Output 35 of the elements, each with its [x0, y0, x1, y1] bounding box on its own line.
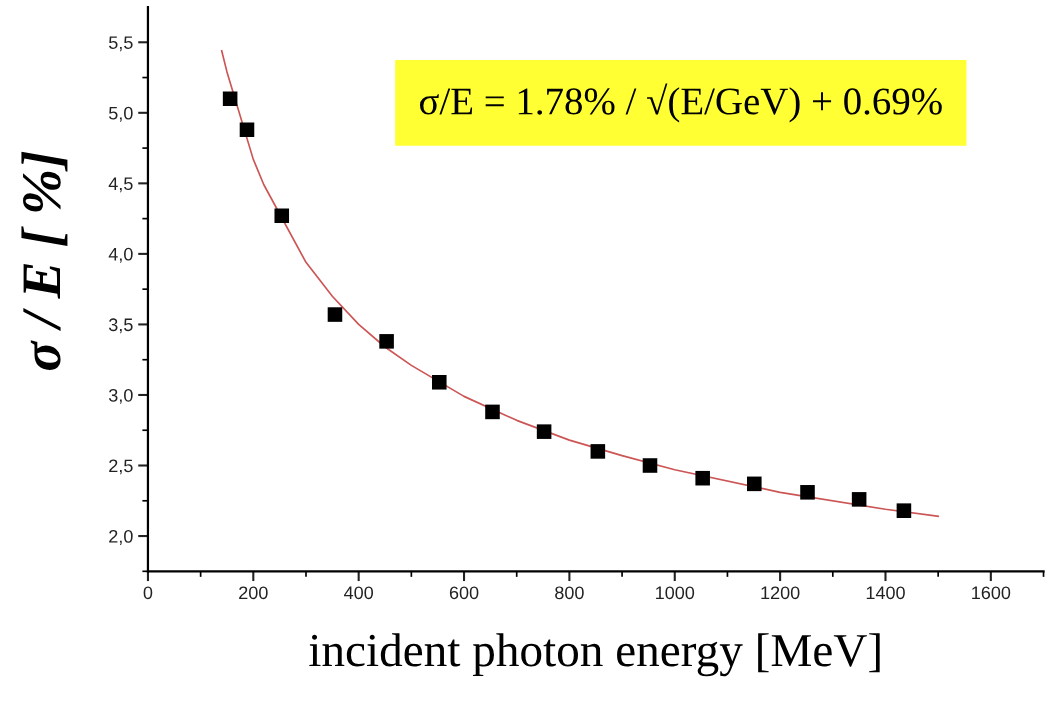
x-tick-label: 1200 [761, 586, 800, 600]
y-axis-title: σ / E [ %] [21, 151, 68, 370]
y-tick-label: 4,0 [108, 247, 133, 263]
y-tick-label: 2,0 [109, 529, 133, 545]
point [485, 404, 500, 420]
point [851, 492, 867, 507]
point [590, 444, 606, 459]
point [536, 424, 552, 439]
annotation: σ/E = 1.78% / √(E/GeV) + 0.69% [419, 83, 942, 123]
point [239, 122, 255, 138]
x-tick-label: 1000 [656, 586, 695, 600]
point [896, 503, 912, 518]
point [695, 470, 710, 486]
x-tick-label: 800 [555, 586, 584, 600]
point [379, 334, 394, 349]
x-tick-label: 1400 [866, 586, 905, 600]
x-tick-label: 600 [449, 586, 479, 600]
point [327, 307, 343, 322]
x-tick-label: 400 [344, 586, 374, 600]
point [747, 476, 762, 492]
y-tick-label: 5,0 [108, 106, 133, 122]
point [800, 485, 815, 500]
point [642, 458, 658, 473]
x-tick-label: 0 [143, 586, 153, 600]
x-tick-label: 1600 [972, 586, 1011, 600]
y-tick-label: 2,5 [109, 459, 133, 475]
point [222, 91, 238, 106]
y-tick-label: 3,5 [108, 318, 133, 334]
x-tick-label: 200 [239, 586, 268, 600]
point [274, 208, 290, 224]
x-axis-title: incident photon energy [MeV] [309, 633, 880, 677]
y-tick-label: 3,0 [108, 388, 133, 404]
y-tick-label: 4,5 [108, 177, 133, 193]
y-tick-label: 5,5 [108, 36, 133, 52]
point [431, 374, 447, 390]
